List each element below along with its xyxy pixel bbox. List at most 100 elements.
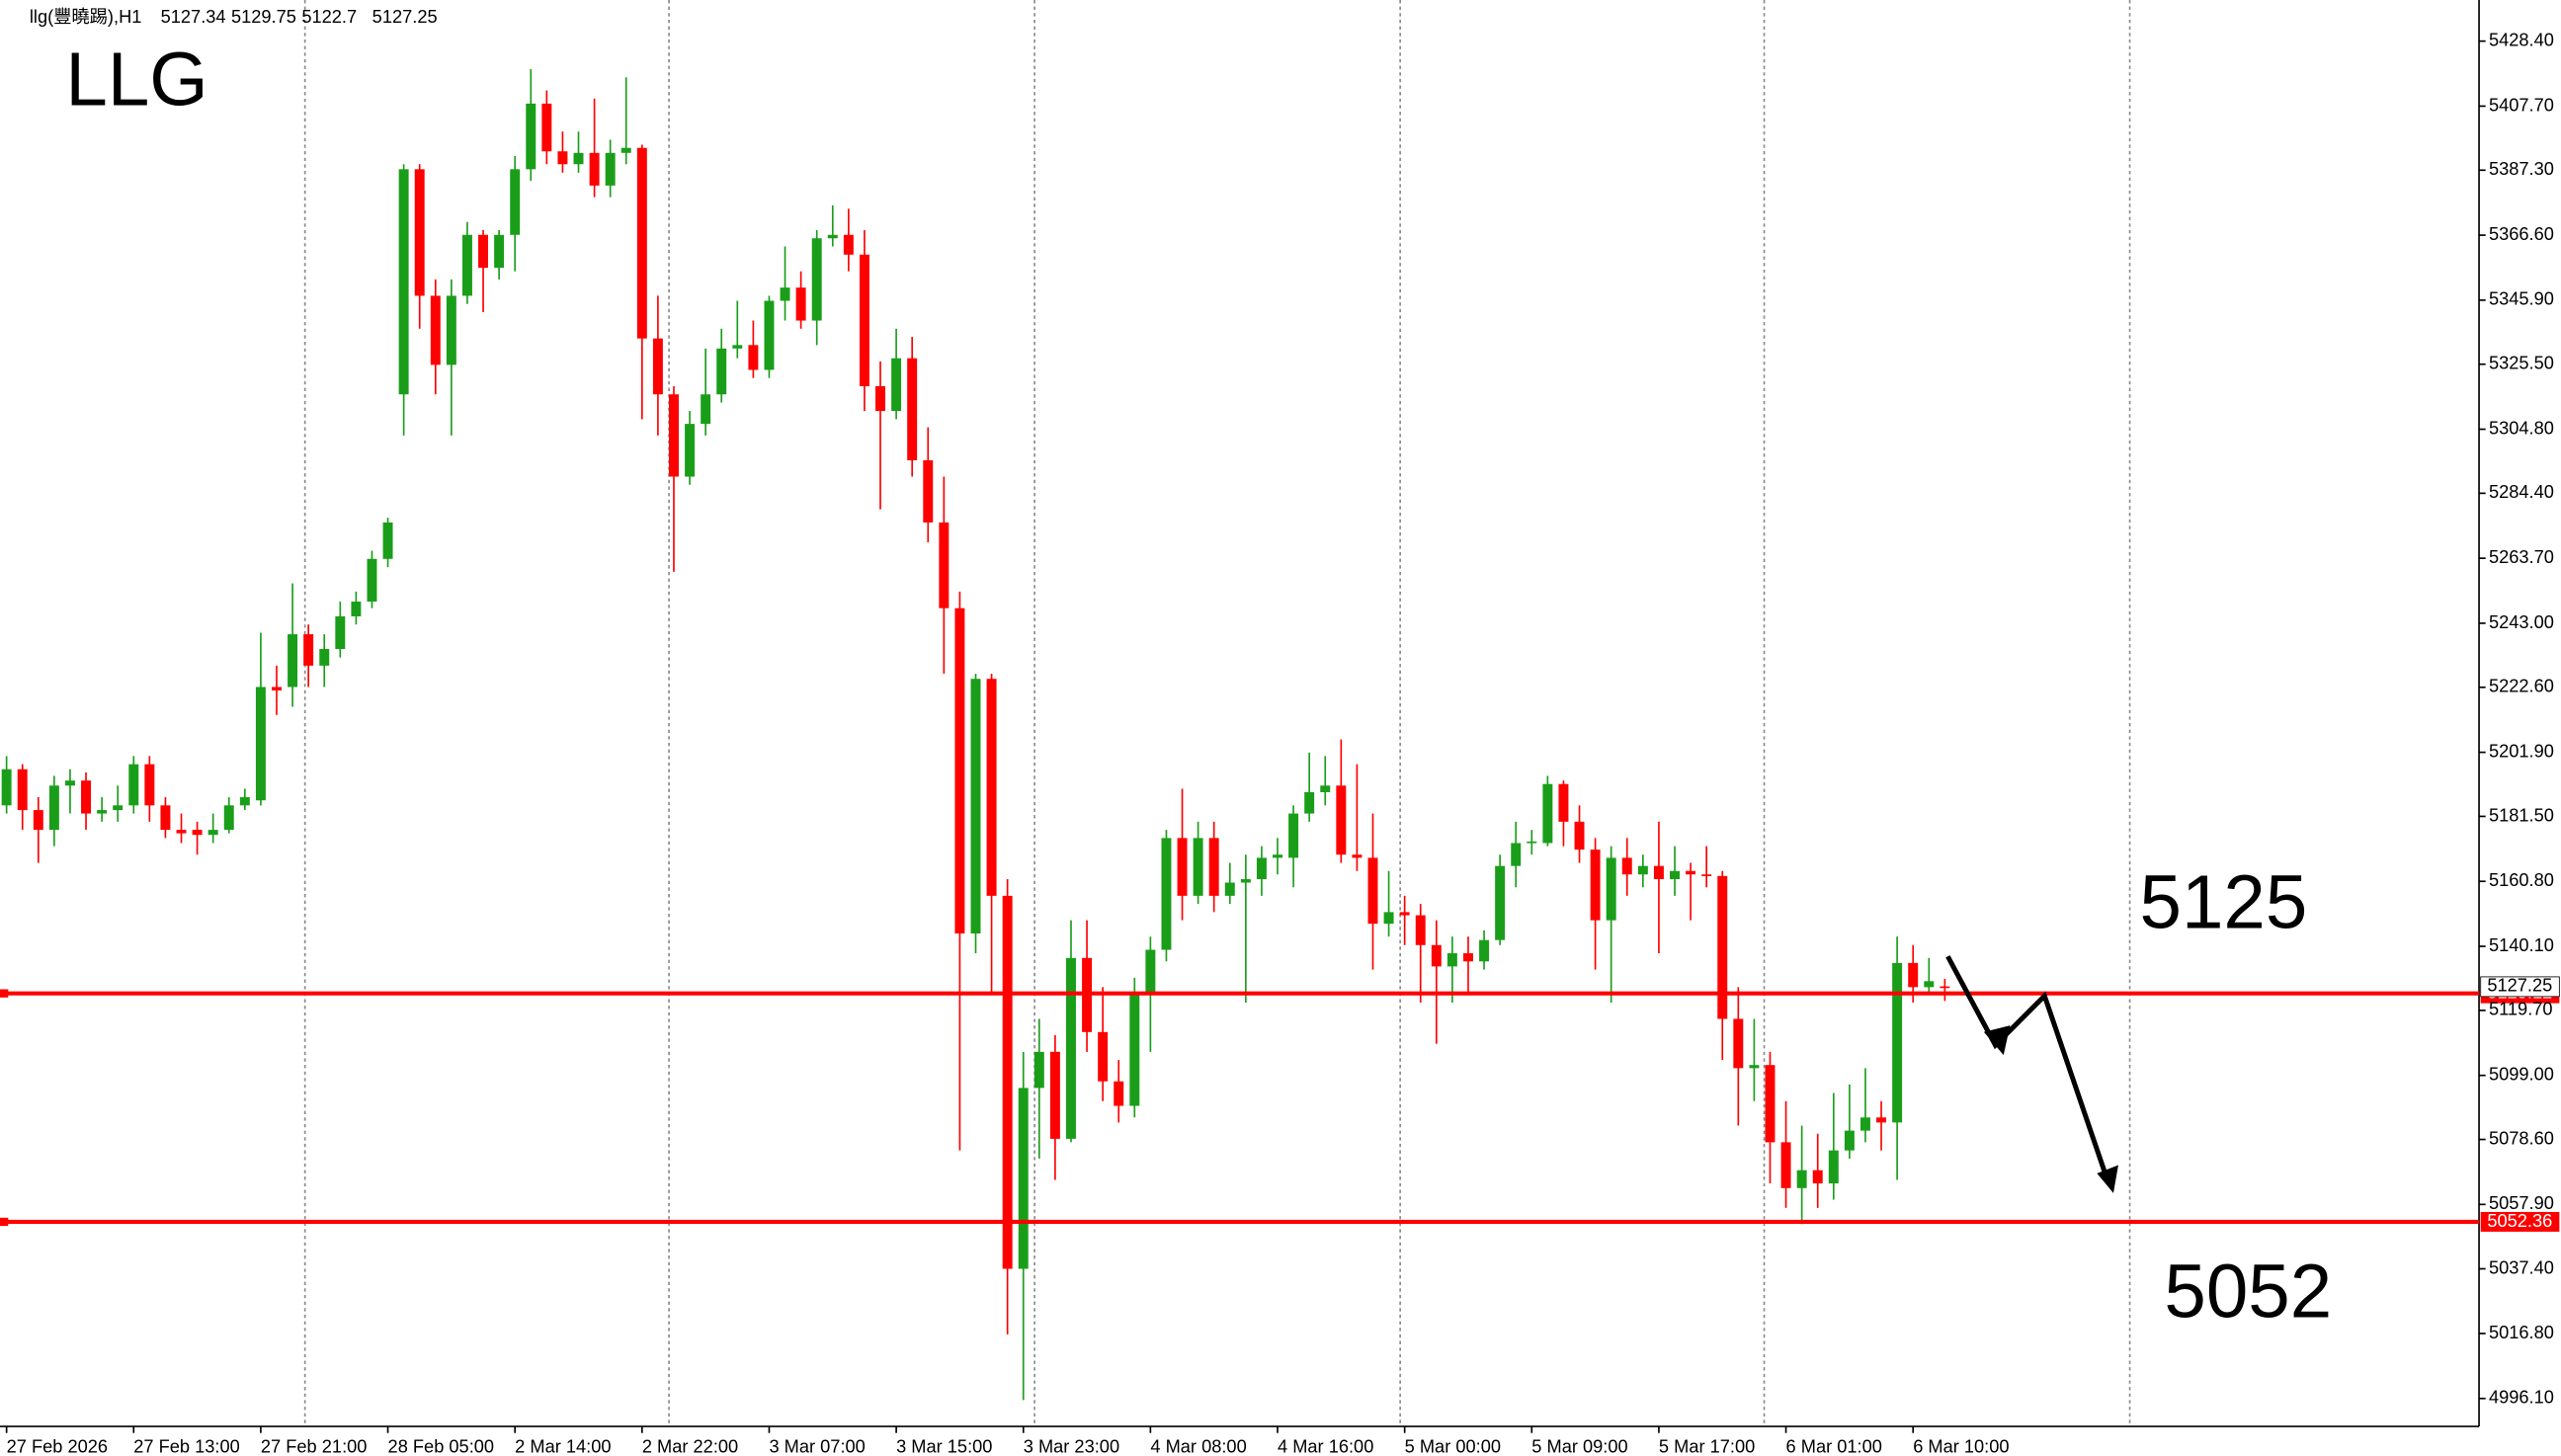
forecast-path [1945, 955, 2111, 1184]
candle-body [970, 679, 981, 934]
y-tick-label: 5428.40 [2489, 29, 2554, 49]
candle-body [764, 300, 775, 370]
candle-body [1542, 783, 1553, 844]
candle-body [1495, 865, 1506, 940]
x-tick-label: 3 Mar 07:00 [769, 1435, 865, 1456]
candle-body [1670, 870, 1680, 880]
candle-body [494, 234, 505, 269]
x-tick-label: 4 Mar 08:00 [1150, 1435, 1246, 1456]
y-tick-label: 5057.90 [2489, 1192, 2554, 1213]
candle-body [732, 345, 743, 349]
candle-body [128, 764, 139, 806]
candle-body [1940, 986, 1950, 989]
candle-body [1462, 953, 1473, 962]
symbol: llg(豐曉踢),H1 [30, 6, 142, 27]
candle-body [1479, 939, 1490, 962]
candle-body [1859, 1117, 1870, 1131]
candle-body [1558, 783, 1569, 822]
x-tick-label: 28 Feb 05:00 [388, 1435, 495, 1456]
candle-body [1145, 949, 1156, 995]
candle-body [605, 152, 616, 186]
y-tick-label: 5099.00 [2489, 1063, 2554, 1084]
x-tick-label: 6 Mar 10:00 [1913, 1435, 2009, 1456]
candle-body [1161, 838, 1172, 950]
candle-body [1352, 854, 1363, 858]
candle-body [1431, 944, 1442, 967]
candle-body [1049, 1051, 1060, 1139]
y-tick-label: 5284.40 [2489, 481, 2554, 502]
y-tick-label: 5201.90 [2489, 740, 2554, 761]
candle-body [192, 830, 203, 836]
candle-body [923, 459, 934, 523]
y-tick-label: 5016.80 [2489, 1322, 2554, 1342]
candle-body [1590, 849, 1601, 921]
chart-title: LLG [65, 39, 207, 122]
candle-body [1114, 1081, 1124, 1106]
candle-body [859, 254, 869, 386]
header-close: 5127.25 [372, 6, 438, 27]
candle-body [1574, 821, 1585, 850]
current-price-label: 5127.25 [2487, 975, 2552, 996]
candle-body [1844, 1130, 1855, 1151]
candle-body [795, 287, 806, 321]
level-price-label: 5052.36 [2487, 1210, 2552, 1231]
candle-body [97, 810, 108, 814]
candle-body [891, 358, 902, 412]
candle-body [1367, 857, 1378, 925]
candle-body [1320, 785, 1331, 792]
level-handle [0, 989, 9, 998]
candle-body [526, 103, 537, 170]
candle-body [207, 830, 218, 836]
arrow-head [2097, 1165, 2118, 1193]
candle-body [1621, 857, 1632, 875]
candle-body [1399, 912, 1410, 916]
candle-body [954, 607, 965, 934]
candle-body [811, 238, 822, 321]
candle-body [1, 768, 12, 806]
y-tick-label: 5407.70 [2489, 94, 2554, 115]
candle-body [827, 234, 838, 239]
x-tick-label: 5 Mar 00:00 [1405, 1435, 1501, 1456]
level-handle [0, 1217, 9, 1227]
candle-body [113, 805, 124, 811]
y-tick-label: 5078.60 [2489, 1127, 2554, 1148]
candle-body [223, 805, 234, 831]
candle-body [335, 615, 346, 650]
candle-body [669, 394, 679, 477]
candle-body [986, 679, 997, 896]
candle-body [636, 147, 647, 339]
candle-body [351, 602, 362, 616]
candle-body [1653, 865, 1664, 880]
candle-body [701, 394, 711, 425]
candle-body [1511, 843, 1522, 866]
candle-body [1065, 957, 1076, 1139]
x-tick-label: 27 Feb 13:00 [133, 1435, 240, 1456]
candle-body [1606, 857, 1616, 921]
y-tick-label: 5222.60 [2489, 676, 2554, 696]
candle-body [1256, 857, 1267, 880]
forecast-arrows [1945, 955, 2118, 1193]
header-open: 5127.34 [161, 6, 226, 27]
candle-body [1637, 865, 1648, 875]
candle-body [414, 169, 425, 296]
y-tick-label: 5243.00 [2489, 611, 2554, 632]
candle-body [239, 797, 250, 806]
candle-body [478, 234, 489, 269]
candle-body [1780, 1142, 1791, 1188]
candle-body [1177, 838, 1188, 896]
candle-body [461, 234, 472, 296]
y-tick-label: 5325.50 [2489, 353, 2554, 373]
candle-body [1208, 838, 1219, 896]
candle-body [33, 810, 43, 831]
candle-body [64, 780, 75, 786]
candle-body [1193, 838, 1203, 896]
arrow-head [1983, 1025, 2011, 1056]
x-tick-label: 2 Mar 14:00 [515, 1435, 611, 1456]
candle-body [255, 687, 266, 801]
candle-body [685, 424, 696, 477]
candle-body [1273, 854, 1282, 858]
y-tick-label: 5140.10 [2489, 934, 2554, 955]
